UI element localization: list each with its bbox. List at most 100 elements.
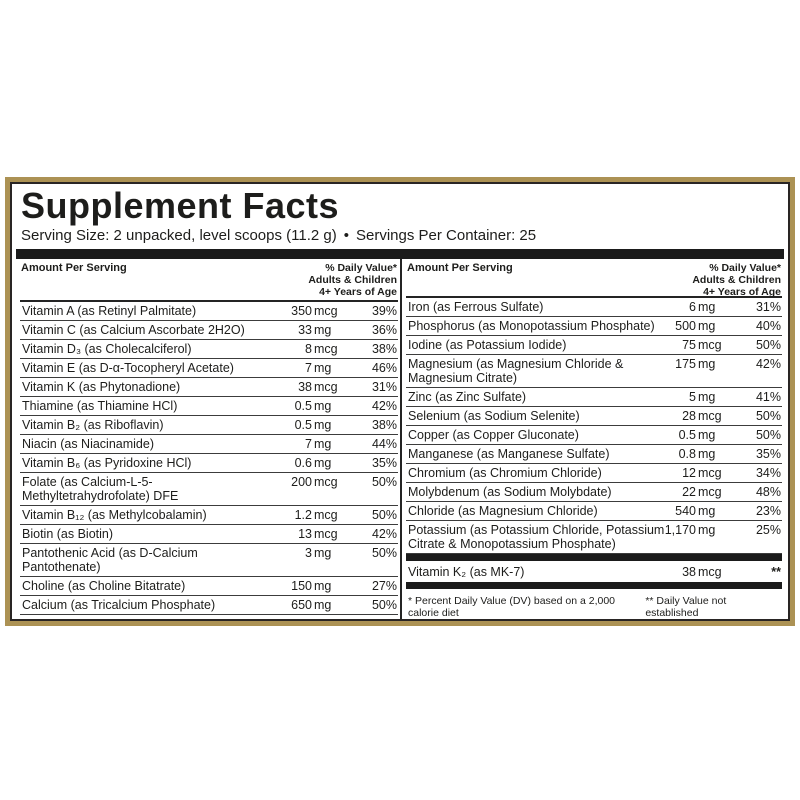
nutrient-row: Chromium (as Chromium Chloride) 12 mcg 34% (406, 464, 782, 483)
supplement-facts-inner: Supplement Facts Serving Size: 2 unpacke… (10, 182, 790, 621)
nutrient-daily-value: 25% (755, 523, 781, 537)
footnotes: * Percent Daily Value (DV) based on a 2,… (406, 589, 782, 619)
nutrient-amount-unit: mcg (698, 565, 722, 579)
daily-value-line2: Adults & Children (308, 274, 397, 286)
nutrient-amount-value: 1.2 (294, 508, 312, 522)
nutrient-daily-value: 42% (755, 357, 781, 371)
section-divider-bar-top (406, 554, 782, 561)
nutrient-rows-left: Vitamin A (as Retinyl Palmitate) 350 mcg 39… (20, 302, 398, 615)
nutrient-name: Vitamin B₁₂ (as Methylcobalamin) (22, 508, 207, 522)
nutrient-amount-unit: mg (314, 579, 332, 593)
nutrient-amount-unit: mg (314, 399, 332, 413)
nutrient-amount-unit: mg (314, 598, 332, 612)
nutrient-amount-value: 5 (689, 390, 696, 404)
nutrient-row: Thiamine (as Thiamine HCl) 0.5 mg 42% (20, 397, 398, 416)
nutrient-columns: Amount Per Serving % Daily Value* Adults… (16, 259, 784, 619)
nutrient-amount-unit: mg (314, 437, 332, 451)
section-divider-bar-bottom (406, 582, 782, 589)
daily-value-line3: 4+ Years of Age (319, 286, 397, 298)
nutrient-daily-value: 35% (755, 447, 781, 461)
nutrient-amount-value: 7 (305, 437, 312, 451)
nutrient-amount-value: 0.5 (294, 418, 312, 432)
nutrient-row: Vitamin K (as Phytonadione) 38 mcg 31% (20, 378, 398, 397)
nutrient-name: Vitamin B₂ (as Riboflavin) (22, 418, 164, 432)
nutrient-amount-unit: mg (698, 523, 716, 537)
column-right: Amount Per Serving % Daily Value* Adults… (400, 259, 784, 619)
servings-per-container-text: Servings Per Container: 25 (356, 227, 537, 244)
nutrient-name: Phosphorus (as Monopotassium Phosphate) (408, 319, 655, 333)
panel-title: Supplement Facts (21, 185, 340, 226)
nutrient-amount-value: 28 (682, 409, 696, 423)
nutrient-row: Phosphorus (as Monopotassium Phosphate) 5… (406, 317, 782, 336)
nutrient-daily-value: 48% (755, 485, 781, 499)
nutrient-name: Vitamin D₃ (as Cholecalciferol) (22, 342, 192, 356)
nutrient-amount-unit: mcg (698, 338, 722, 352)
nutrient-amount-unit: mcg (698, 409, 722, 423)
nutrient-daily-value: 23% (755, 504, 781, 518)
nutrient-name: Calcium (as Tricalcium Phosphate) (22, 598, 216, 612)
nutrient-daily-value: 27% (371, 579, 397, 593)
nutrient-daily-value: 39% (371, 304, 397, 318)
column-left: Amount Per Serving % Daily Value* Adults… (16, 259, 400, 619)
nutrient-name: Vitamin B₆ (as Pyridoxine HCl) (22, 456, 192, 470)
nutrient-amount-unit: mcg (314, 304, 338, 318)
nutrient-row: Calcium (as Tricalcium Phosphate) 650 mg 50… (20, 596, 398, 615)
nutrient-daily-value: 41% (755, 390, 781, 404)
nutrient-amount-value: 12 (682, 466, 696, 480)
nutrient-name: Magnesium (as Magnesium Chloride & Magne… (408, 357, 624, 385)
nutrient-amount-value: 540 (675, 504, 696, 518)
nutrient-name: Iron (as Ferrous Sulfate) (408, 300, 544, 314)
nutrient-amount-value: 8 (305, 342, 312, 356)
nutrient-amount-unit: mg (314, 323, 332, 337)
nutrient-row: Biotin (as Biotin) 13 mcg 42% (20, 525, 398, 544)
nutrient-name: Chromium (as Chromium Chloride) (408, 466, 602, 480)
footnote-not-established: ** Daily Value not established (645, 595, 727, 619)
nutrient-name: Potassium (as Potassium Chloride, Potass… (408, 523, 665, 551)
nutrient-daily-value: 38% (371, 342, 397, 356)
nutrient-daily-value: 46% (371, 361, 397, 375)
nutrient-amount-unit: mcg (314, 380, 338, 394)
nutrient-row: Copper (as Copper Gluconate) 0.5 mg 50% (406, 426, 782, 445)
nutrient-amount-unit: mg (698, 428, 716, 442)
nutrient-row: Vitamin E (as D-α-Tocopheryl Acetate) 7 mg… (20, 359, 398, 378)
nutrient-name: Thiamine (as Thiamine HCl) (22, 399, 178, 413)
nutrient-daily-value: 50% (371, 508, 397, 522)
nutrient-amount-unit: mcg (698, 466, 722, 480)
nutrient-name: Vitamin A (as Retinyl Palmitate) (22, 304, 197, 318)
nutrient-row: Magnesium (as Magnesium Chloride & Magne… (406, 355, 782, 388)
nutrient-daily-value: 50% (371, 546, 397, 560)
nutrient-amount-value: 1,170 (664, 523, 696, 537)
nutrient-amount-value: 13 (298, 527, 312, 541)
nutrient-name: Manganese (as Manganese Sulfate) (408, 447, 610, 461)
serving-info: Serving Size: 2 unpacked, level scoops (… (21, 227, 788, 244)
nutrient-name: Molybdenum (as Sodium Molybdate) (408, 485, 612, 499)
nutrient-daily-value: 50% (755, 428, 781, 442)
nutrient-daily-value: 44% (371, 437, 397, 451)
nutrient-amount-value: 33 (298, 323, 312, 337)
nutrient-daily-value: 34% (755, 466, 781, 480)
nutrient-amount-value: 75 (682, 338, 696, 352)
nutrient-row: Selenium (as Sodium Selenite) 28 mcg 50% (406, 407, 782, 426)
daily-value-line2: Adults & Children (692, 274, 781, 286)
nutrient-row: Vitamin B₆ (as Pyridoxine HCl) 0.6 mg 35% (20, 454, 398, 473)
nutrient-amount-value: 0.5 (294, 399, 312, 413)
nutrient-amount-unit: mcg (314, 527, 338, 541)
nutrient-daily-value: 40% (755, 319, 781, 333)
nutrient-amount-unit: mg (314, 546, 332, 560)
nutrient-daily-value: 35% (371, 456, 397, 470)
nutrient-name: Vitamin C (as Calcium Ascorbate 2H2O) (22, 323, 245, 337)
nutrient-daily-value: 42% (371, 399, 397, 413)
nutrient-amount-unit: mg (698, 504, 716, 518)
nutrient-rows-right: Iron (as Ferrous Sulfate) 6 mg 31% Phosphoru… (406, 298, 782, 554)
nutrient-amount-value: 22 (682, 485, 696, 499)
header-divider-bar (16, 249, 784, 259)
nutrient-name: Vitamin K₂ (as MK-7) (408, 565, 525, 579)
nutrient-amount-value: 500 (675, 319, 696, 333)
nutrient-amount-unit: mcg (314, 342, 338, 356)
nutrient-amount-unit: mcg (314, 508, 338, 522)
nutrient-row: Vitamin D₃ (as Cholecalciferol) 8 mcg 38% (20, 340, 398, 359)
nutrient-amount-unit: mg (314, 361, 332, 375)
nutrient-amount-value: 38 (682, 565, 696, 579)
nutrient-name: Zinc (as Zinc Sulfate) (408, 390, 527, 404)
